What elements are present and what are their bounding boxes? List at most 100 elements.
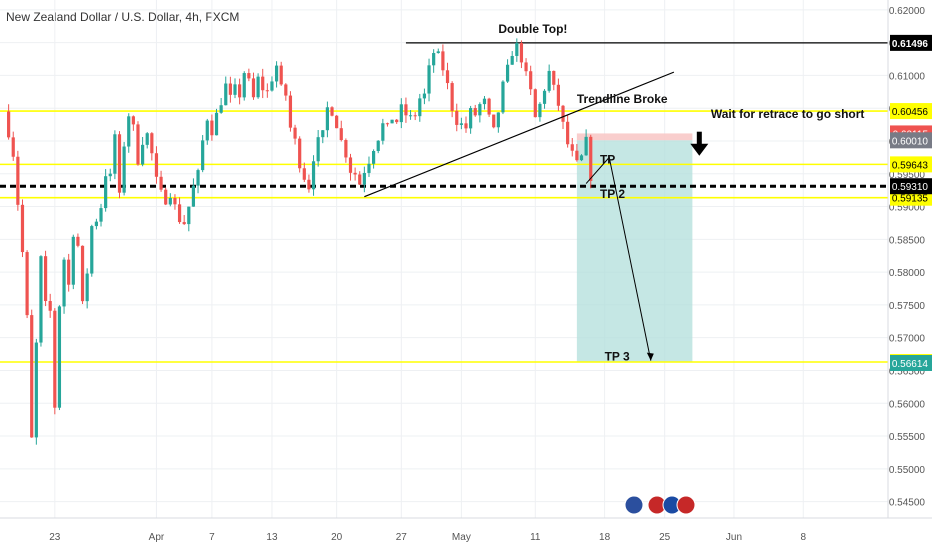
candle-body — [85, 273, 89, 302]
candle-body — [39, 256, 43, 343]
candle-body — [542, 90, 547, 104]
candle-body — [459, 123, 463, 125]
price-badge — [890, 132, 932, 149]
candle-body — [307, 179, 311, 190]
candle-body — [325, 107, 329, 131]
candle-body — [556, 84, 560, 106]
candle-body — [159, 176, 163, 190]
candle-body — [30, 315, 34, 438]
candle-body — [519, 43, 524, 63]
candle-body — [584, 136, 588, 156]
event-markers[interactable] — [624, 495, 696, 515]
x-tick-label: 20 — [331, 532, 343, 543]
price-badge-label: 0.56614 — [892, 359, 929, 370]
candle-body — [487, 98, 491, 115]
candle-body — [390, 119, 394, 124]
y-tick-label: 0.54500 — [889, 498, 926, 509]
short-arrow-shaft — [696, 131, 702, 146]
trendline — [364, 71, 675, 198]
x-tick-label: 23 — [49, 532, 61, 543]
candle-body — [579, 155, 584, 161]
y-tick-label: 0.56000 — [889, 399, 926, 410]
candle-body — [376, 140, 380, 152]
candle-body — [154, 153, 159, 177]
candle-body — [219, 105, 223, 113]
candle-body — [436, 51, 440, 54]
candle-body — [432, 53, 436, 66]
x-tick-label: 25 — [659, 532, 671, 543]
projection-path — [585, 156, 652, 361]
short-arrow-icon — [690, 143, 709, 156]
candle-body — [288, 95, 293, 128]
tp3-label: TP 3 — [605, 350, 630, 364]
candle-body — [464, 123, 468, 129]
y-tick-label: 0.61000 — [889, 71, 926, 82]
candle-body — [353, 172, 357, 175]
candle-body — [67, 259, 71, 285]
candle-body — [80, 245, 85, 302]
x-tick-label: 8 — [800, 532, 806, 543]
x-tick-label: 7 — [209, 532, 215, 543]
y-tick-label: 0.59000 — [889, 203, 926, 214]
price-badge-label: 0.60456 — [892, 107, 929, 118]
candle-body — [228, 83, 232, 95]
candle-body — [182, 222, 186, 225]
candle-body — [131, 116, 135, 125]
candle-body — [25, 252, 29, 316]
candle-body — [427, 65, 431, 94]
candle-body — [71, 236, 75, 285]
candle-body — [104, 176, 108, 209]
candle-body — [566, 121, 570, 145]
price-badge — [890, 34, 932, 51]
grid — [0, 0, 888, 518]
retrace-label: Wait for retrace to go short — [711, 107, 865, 121]
candle-body — [113, 134, 117, 174]
candle-body — [141, 144, 145, 165]
y-tick-label: 0.58000 — [889, 268, 926, 279]
tp1-label: TP — [600, 152, 615, 166]
candle-body — [538, 103, 542, 118]
candle-body — [492, 114, 496, 128]
candle-body — [408, 115, 413, 117]
candle-body — [43, 256, 48, 302]
candle-body — [168, 198, 172, 205]
candle-body — [358, 174, 362, 185]
candle-body — [210, 120, 214, 136]
y-tick-label: 0.55000 — [889, 465, 926, 476]
price-badge-label: 0.59135 — [892, 194, 929, 205]
candle-body — [478, 104, 482, 116]
candle-body — [16, 156, 20, 205]
candle-body — [34, 342, 38, 438]
candle-body — [455, 110, 459, 125]
y-tick-label: 0.57000 — [889, 334, 926, 345]
candle-body — [335, 115, 339, 129]
y-tick-label: 0.58500 — [889, 235, 926, 246]
candle-body — [344, 140, 348, 158]
price-badge-label: 0.59310 — [892, 182, 929, 193]
candle-body — [413, 115, 417, 117]
y-tick-label: 0.55500 — [889, 432, 926, 443]
candle-body — [99, 208, 103, 222]
candle-body — [233, 84, 237, 95]
candle-body — [501, 81, 505, 113]
candle-body — [117, 134, 122, 193]
chart-title: New Zealand Dollar / U.S. Dollar, 4h, FX… — [6, 10, 240, 24]
candle-body — [510, 55, 514, 65]
x-tick-label: 13 — [266, 532, 278, 543]
annotations: Double Top! Trendline Broke Wait for retra… — [498, 22, 864, 364]
y-tick-label: 0.59500 — [889, 170, 926, 181]
candle-body — [589, 136, 593, 181]
candle-body — [284, 84, 288, 96]
candle-body — [224, 83, 228, 106]
candle-body — [298, 138, 302, 169]
candle-body — [450, 83, 454, 111]
price-badge — [890, 354, 932, 371]
candle-body — [242, 73, 246, 98]
stop-loss-zone — [576, 133, 693, 141]
candle-body — [7, 111, 11, 138]
candle-body — [529, 71, 533, 90]
candle-body — [473, 108, 477, 116]
candle-body — [316, 137, 320, 162]
candle-body — [274, 65, 279, 82]
